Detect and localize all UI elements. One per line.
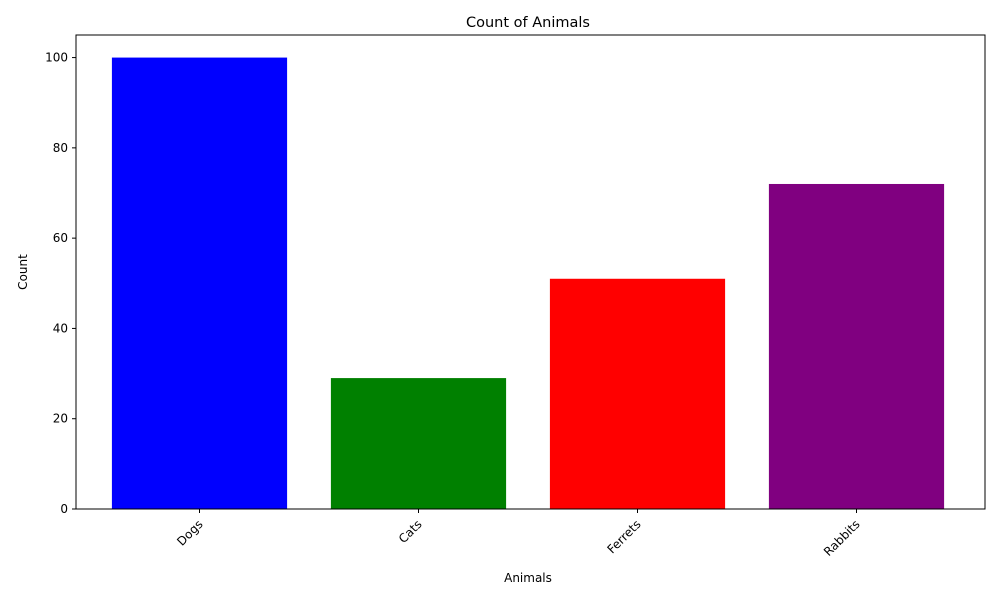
y-tick-label: 0 <box>60 502 68 516</box>
bar-ferrets <box>549 278 726 509</box>
x-axis-label: Animals <box>504 571 552 585</box>
y-tick-label: 40 <box>53 321 68 335</box>
y-tick-label: 100 <box>45 51 68 65</box>
x-tick-label-rabbits: Rabbits <box>821 517 863 559</box>
x-tick-label-dogs: Dogs <box>174 517 205 548</box>
bar-rabbits <box>768 183 945 509</box>
y-tick-label: 80 <box>53 141 68 155</box>
plot-frame <box>75 34 986 510</box>
y-tick-label: 20 <box>53 412 68 426</box>
bar-cats <box>330 378 507 509</box>
x-axis: Dogs Cats Ferrets Rabbits <box>174 509 863 559</box>
bar-dogs <box>111 57 288 509</box>
y-tick-label: 60 <box>53 231 68 245</box>
chart-title: Count of Animals <box>466 15 590 31</box>
y-axis: 0 20 40 60 80 100 <box>45 51 76 516</box>
x-tick-label-ferrets: Ferrets <box>604 517 643 556</box>
x-tick-label-cats: Cats <box>396 517 425 546</box>
y-axis-label: Count <box>16 254 30 290</box>
bars-group <box>111 57 945 509</box>
